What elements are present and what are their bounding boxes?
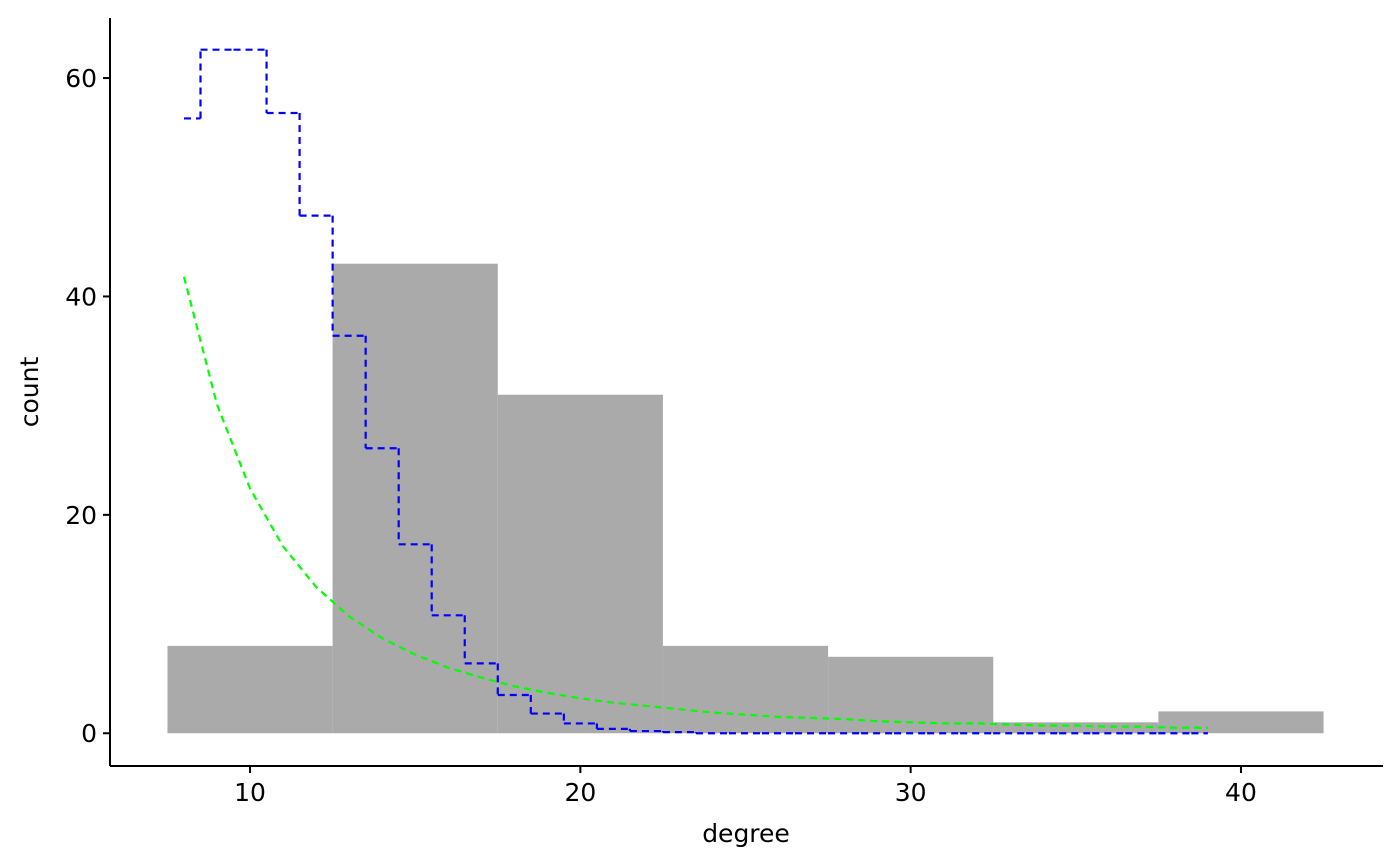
histogram-bar: [662, 645, 829, 734]
x-tick-label: 20: [564, 778, 596, 807]
x-tick-label: 30: [895, 778, 927, 807]
histogram-bar: [497, 394, 663, 734]
histogram-bar: [167, 645, 333, 734]
fit-curve: [182, 276, 1208, 729]
histogram-bar: [828, 656, 994, 734]
x-axis-title: degree: [702, 819, 790, 848]
y-tick-label: 40: [65, 282, 97, 311]
y-tick-label: 20: [65, 501, 97, 530]
y-tick-label: 0: [81, 719, 97, 748]
histogram-bar: [1158, 711, 1324, 734]
histogram-bar: [332, 263, 498, 734]
y-tick-label: 60: [65, 64, 97, 93]
x-tick-label: 10: [234, 778, 266, 807]
y-axis-title: count: [15, 357, 44, 428]
histogram-bar: [993, 722, 1159, 734]
x-tick-label: 40: [1225, 778, 1257, 807]
